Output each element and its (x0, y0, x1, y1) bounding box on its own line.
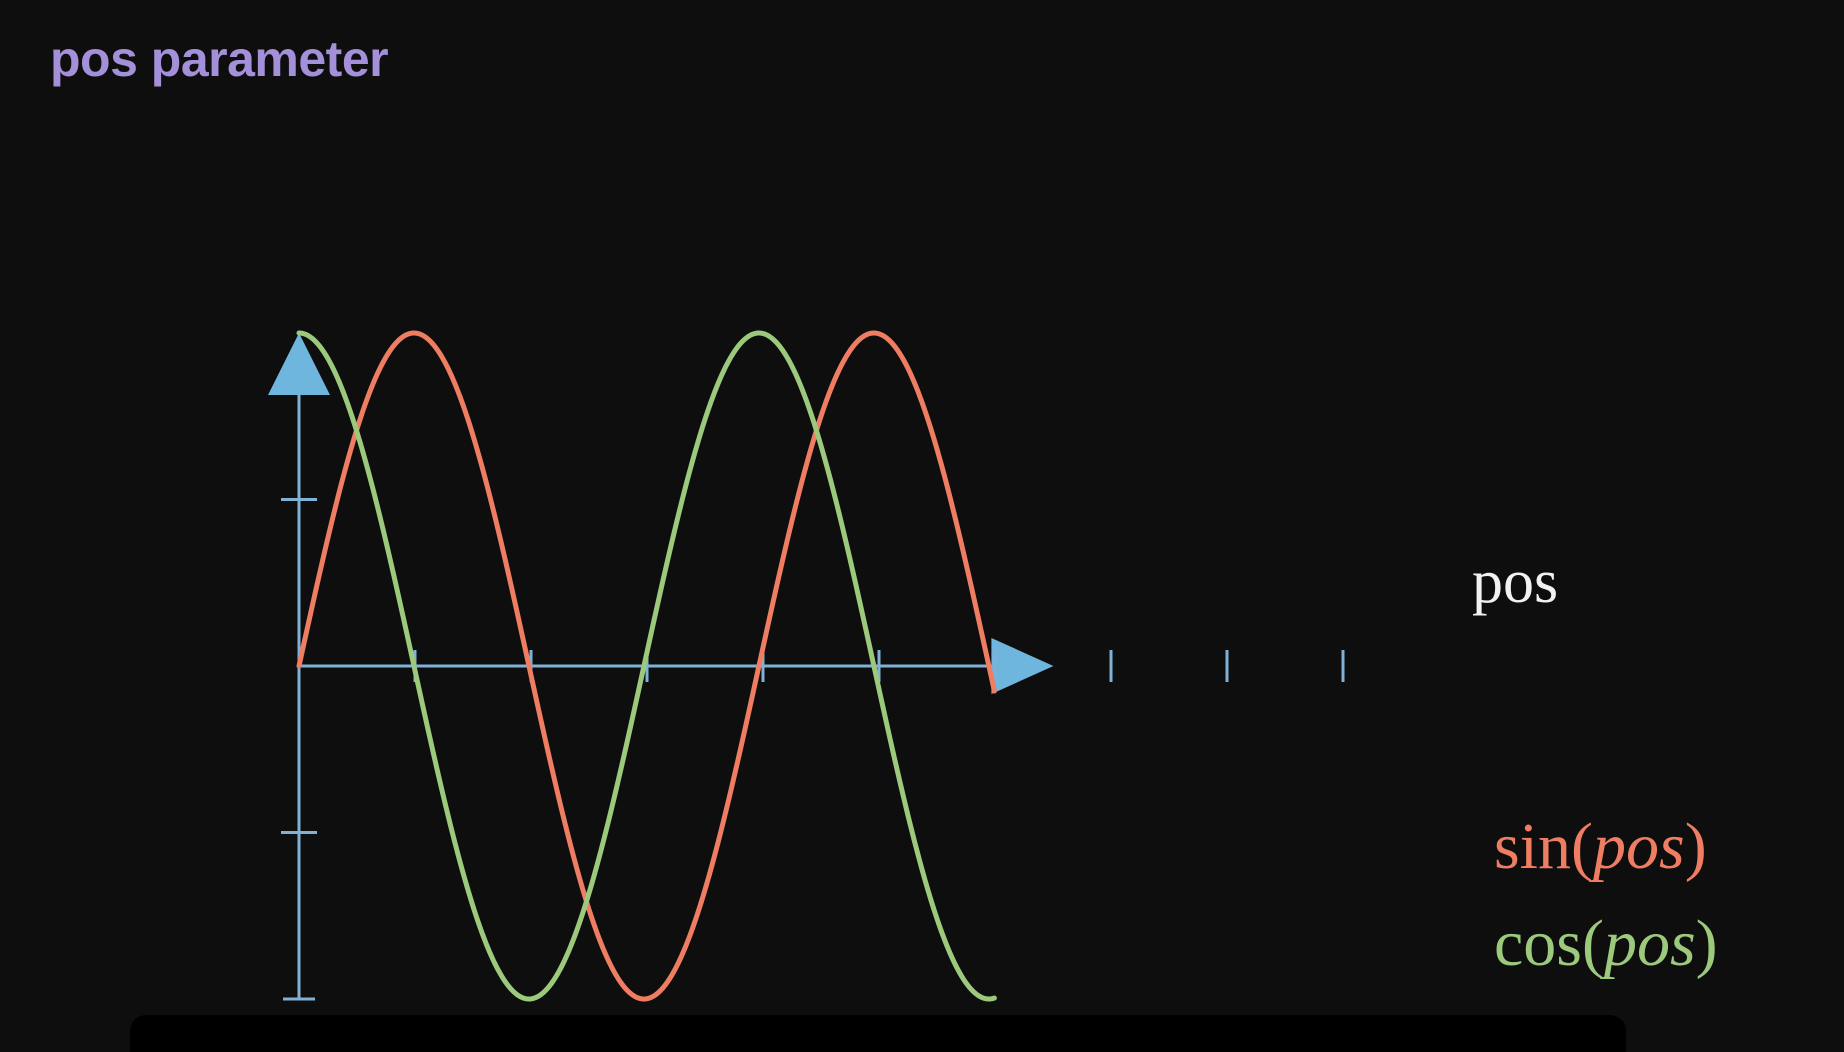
axes (268, 333, 1345, 1001)
x-axis-arrow (991, 638, 1054, 694)
series-lines (296, 330, 997, 1002)
sin-legend-label: sin(pos) (1494, 810, 1707, 883)
y-axis-arrow (268, 333, 330, 395)
chart-labels: pos (1472, 548, 1558, 616)
legend: sin(pos)cos(pos) (1494, 810, 1718, 980)
caption-bar (130, 1015, 1626, 1052)
slide-title: pos parameter (50, 31, 389, 87)
cos-line (296, 330, 997, 1002)
cos-legend-suffix: ) (1696, 907, 1718, 980)
sin-legend-var: pos (1589, 810, 1685, 883)
sin-line (296, 330, 997, 1002)
sin-legend-prefix: sin( (1494, 810, 1593, 883)
cos-legend-prefix: cos( (1494, 907, 1604, 980)
sin-legend-suffix: ) (1685, 810, 1707, 883)
cos-legend-label: cos(pos) (1494, 907, 1718, 980)
cos-legend-var: pos (1600, 907, 1696, 980)
x-axis-label: pos (1472, 548, 1558, 616)
